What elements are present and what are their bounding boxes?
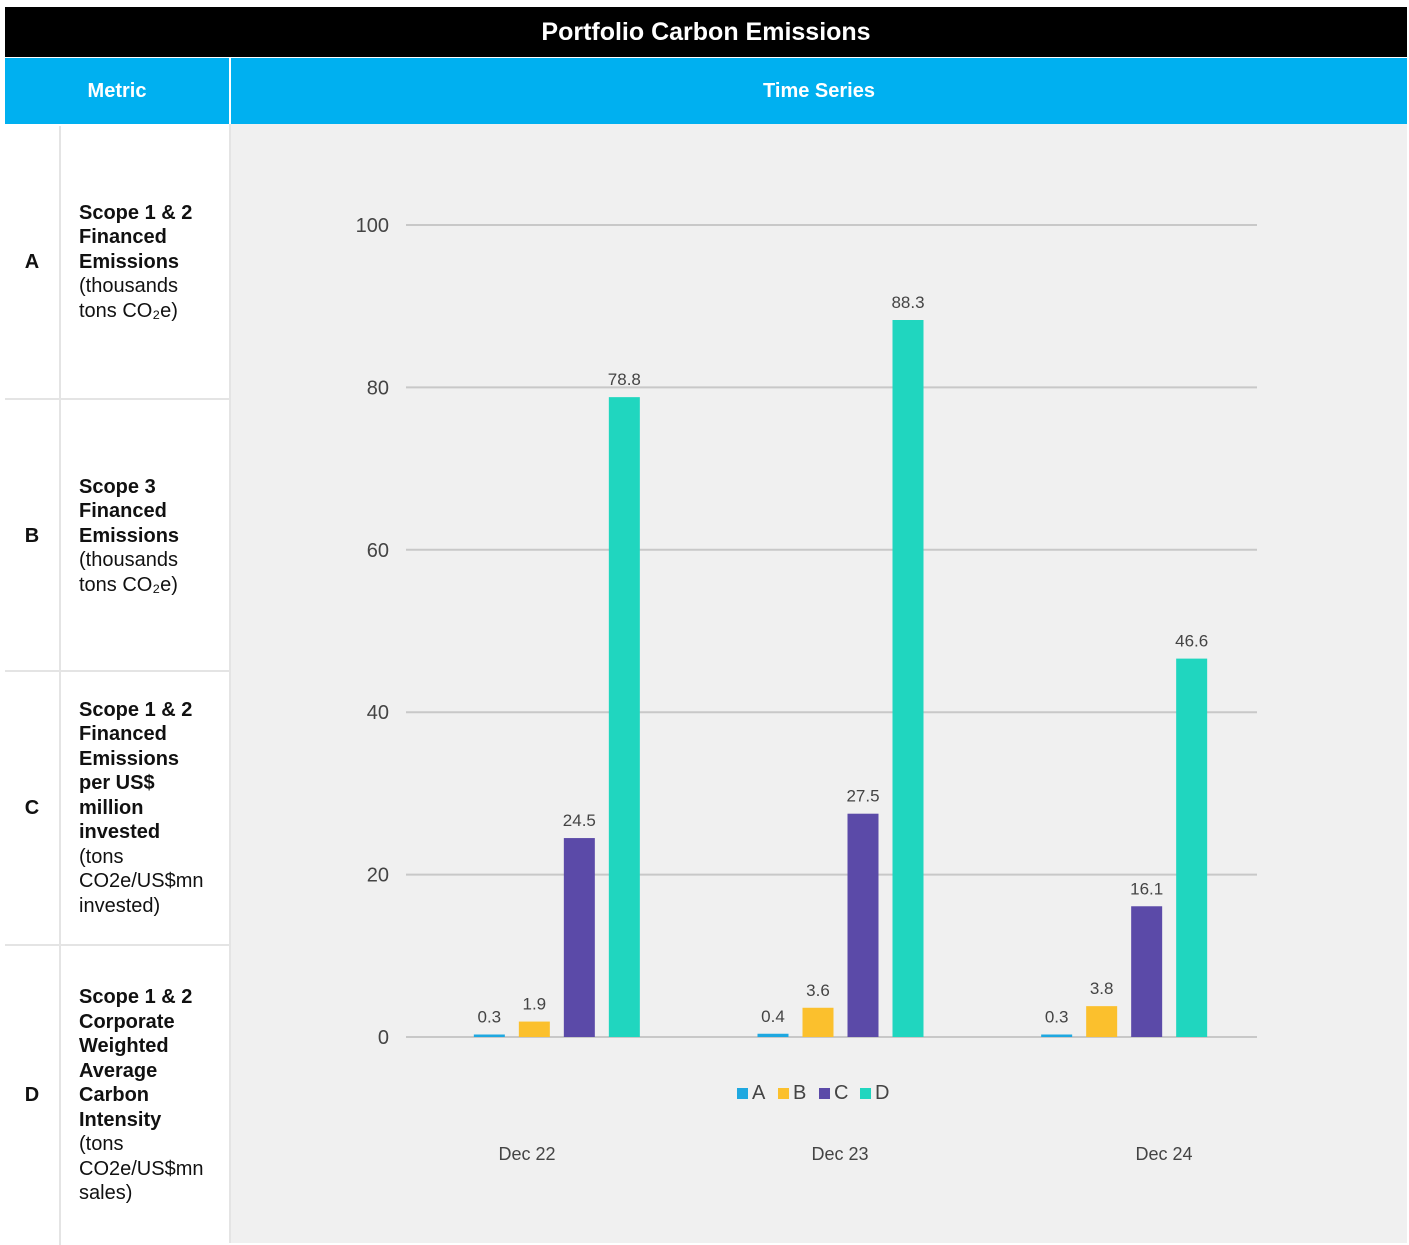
legend-swatch-b: [778, 1088, 789, 1099]
metric-label-line: Corporate: [79, 1010, 175, 1033]
legend-label: C: [834, 1082, 848, 1104]
metric-unit-line: tons CO₂e): [79, 573, 178, 596]
metric-column-header: Metric: [5, 58, 229, 124]
metric-label-line: invested: [79, 821, 161, 844]
emissions-table: Portfolio Carbon Emissions Metric Time S…: [5, 7, 1407, 1245]
y-tick-label: 80: [367, 377, 389, 399]
metric-label-line: Scope 1 & 2: [79, 986, 193, 1009]
legend-label: D: [875, 1082, 889, 1104]
metric-letter: D: [5, 946, 61, 1245]
metric-unit-line: CO2e/US$mn: [79, 870, 204, 893]
metric-letter: C: [5, 672, 61, 944]
metric-letter: A: [5, 126, 61, 398]
bar-c: [847, 813, 879, 1037]
metric-description: Scope 3 Financed Emissions (thousands to…: [79, 400, 223, 672]
bar-c: [563, 838, 595, 1037]
data-label: 0.3: [1045, 1008, 1069, 1027]
bar-a: [473, 1034, 505, 1037]
y-tick-label: 100: [356, 215, 389, 237]
metric-row-a: A Scope 1 & 2 Financed Emissions (thousa…: [5, 126, 229, 398]
legend-label: B: [793, 1082, 806, 1104]
bar-a: [757, 1033, 789, 1037]
legend-swatch-a: [737, 1088, 748, 1099]
metric-label-line: million: [79, 796, 144, 819]
metric-label-line: Scope 3: [79, 475, 156, 498]
metric-unit-line: (tons: [79, 1133, 124, 1156]
data-label: 46.6: [1175, 632, 1208, 651]
metric-label-line: per US$: [79, 772, 155, 795]
data-label: 0.4: [761, 1007, 785, 1026]
metric-label-line: Emissions: [79, 250, 180, 273]
bar-d: [1176, 658, 1208, 1037]
metric-row-b: B Scope 3 Financed Emissions (thousands …: [5, 398, 229, 672]
data-label: 1.9: [523, 995, 547, 1014]
legend-label: A: [752, 1082, 766, 1104]
y-tick-label: 60: [367, 540, 389, 562]
time-series-column-header: Time Series: [231, 58, 1407, 124]
x-category-label: Dec 24: [1135, 1144, 1192, 1164]
bar-b: [802, 1007, 834, 1037]
data-label: 16.1: [1130, 879, 1163, 898]
metric-description: Scope 1 & 2 Financed Emissions per US$ m…: [79, 672, 223, 944]
bar-d: [892, 320, 924, 1037]
data-label: 27.5: [846, 787, 879, 806]
time-series-chart: 0 20 40 60 80 100 0.3 1.9 24.5 78.8 0.4 3.6 27.5 88.3…: [231, 124, 1407, 1243]
legend-swatch-d: [860, 1088, 871, 1099]
metric-unit-line: CO2e/US$mn: [79, 1157, 204, 1180]
metric-unit-line: invested): [79, 894, 161, 917]
x-category-label: Dec 23: [811, 1144, 868, 1164]
metric-unit-line: tons CO₂e): [79, 299, 178, 322]
metric-unit-line: (thousands: [79, 275, 178, 298]
metric-letter: B: [5, 400, 61, 672]
bar-b: [518, 1021, 550, 1037]
metric-label-line: Weighted: [79, 1035, 169, 1058]
bar-d: [608, 397, 640, 1037]
bar-c: [1131, 906, 1163, 1037]
metric-label-line: Financed: [79, 723, 167, 746]
metric-row-c: C Scope 1 & 2 Financed Emissions per US$…: [5, 670, 229, 944]
bar-chart-svg: 0 20 40 60 80 100 0.3 1.9 24.5 78.8 0.4 3.6 27.5 88.3…: [356, 215, 1257, 1164]
legend-swatch-c: [819, 1088, 830, 1099]
data-label: 3.6: [806, 981, 830, 1000]
metric-label-line: Financed: [79, 226, 167, 249]
metric-label-line: Scope 1 & 2: [79, 201, 193, 224]
metric-unit-line: (thousands: [79, 549, 178, 572]
column-divider: [229, 124, 231, 1243]
data-label: 3.8: [1090, 979, 1114, 998]
metric-description: Scope 1 & 2 Corporate Weighted Average C…: [79, 946, 223, 1245]
metric-label-line: Carbon: [79, 1084, 149, 1107]
metric-row-d: D Scope 1 & 2 Corporate Weighted Average…: [5, 944, 229, 1245]
metric-unit-line: sales): [79, 1182, 133, 1205]
table-title: Portfolio Carbon Emissions: [5, 7, 1407, 57]
metric-label-line: Intensity: [79, 1108, 162, 1131]
x-category-label: Dec 22: [498, 1144, 555, 1164]
bar-a: [1041, 1034, 1073, 1037]
metric-unit-line: (tons: [79, 845, 124, 868]
y-tick-label: 20: [367, 865, 389, 887]
data-label: 0.3: [478, 1008, 502, 1027]
y-tick-label: 40: [367, 702, 389, 724]
metric-description: Scope 1 & 2 Financed Emissions (thousand…: [79, 126, 223, 398]
metric-label-line: Average: [79, 1059, 158, 1082]
bar-b: [1086, 1006, 1118, 1037]
metric-label-line: Emissions: [79, 747, 180, 770]
data-label: 78.8: [608, 370, 641, 389]
data-label: 88.3: [891, 293, 924, 312]
y-tick-label: 0: [378, 1027, 389, 1049]
data-label: 24.5: [563, 811, 596, 830]
metric-label-line: Financed: [79, 500, 167, 523]
metric-label-line: Scope 1 & 2: [79, 698, 193, 721]
metric-label-line: Emissions: [79, 524, 180, 547]
